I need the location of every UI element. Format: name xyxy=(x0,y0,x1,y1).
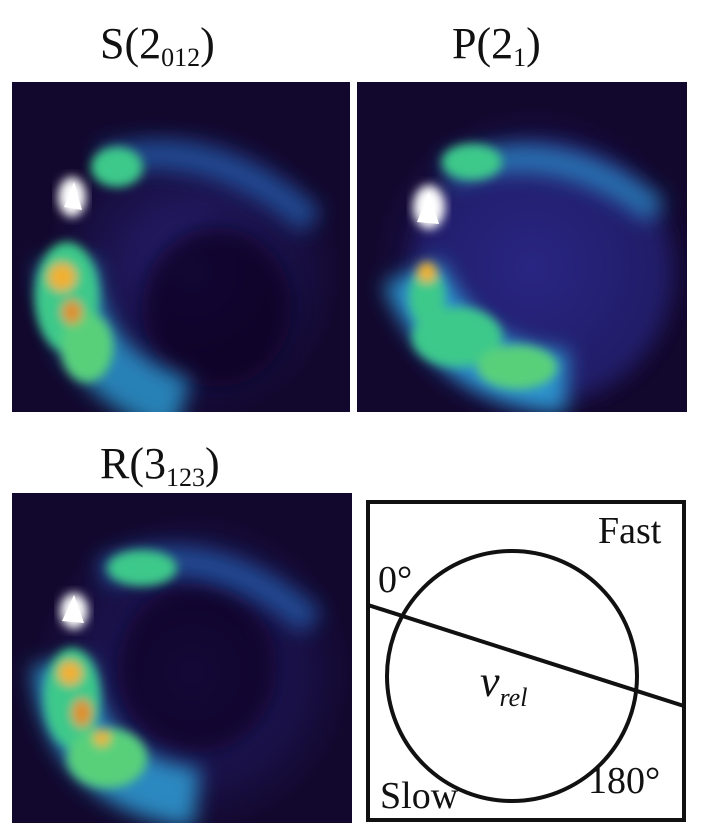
title-main: R(3 xyxy=(100,439,166,488)
relative-velocity-line xyxy=(367,603,685,708)
scattering-image-r xyxy=(12,493,352,823)
velocity-schematic: Fast Slow 0° 180° vrel xyxy=(366,500,686,822)
panel-title-s: S(2012) xyxy=(100,22,215,71)
title-close: ) xyxy=(200,19,215,68)
panel-title-r: R(3123) xyxy=(100,442,220,491)
label-vrel: vrel xyxy=(480,657,527,712)
title-close: ) xyxy=(526,19,541,68)
title-close: ) xyxy=(205,439,220,488)
label-angle-180: 180° xyxy=(588,760,660,802)
title-sub: 1 xyxy=(513,43,527,72)
vrel-sub: rel xyxy=(500,683,528,712)
title-sub: 123 xyxy=(166,463,205,492)
label-slow: Slow xyxy=(380,775,459,817)
label-angle-0: 0° xyxy=(378,559,412,601)
vrel-main: v xyxy=(480,657,500,706)
scattering-image-p xyxy=(357,82,687,412)
newton-circle xyxy=(385,549,639,803)
label-fast: Fast xyxy=(598,510,662,552)
title-main: S(2 xyxy=(100,19,162,68)
title-sub: 012 xyxy=(161,43,201,72)
panel-title-p: P(21) xyxy=(452,22,541,71)
schematic-frame xyxy=(366,500,686,822)
title-main: P(2 xyxy=(452,19,514,68)
scattering-image-s xyxy=(12,82,350,412)
